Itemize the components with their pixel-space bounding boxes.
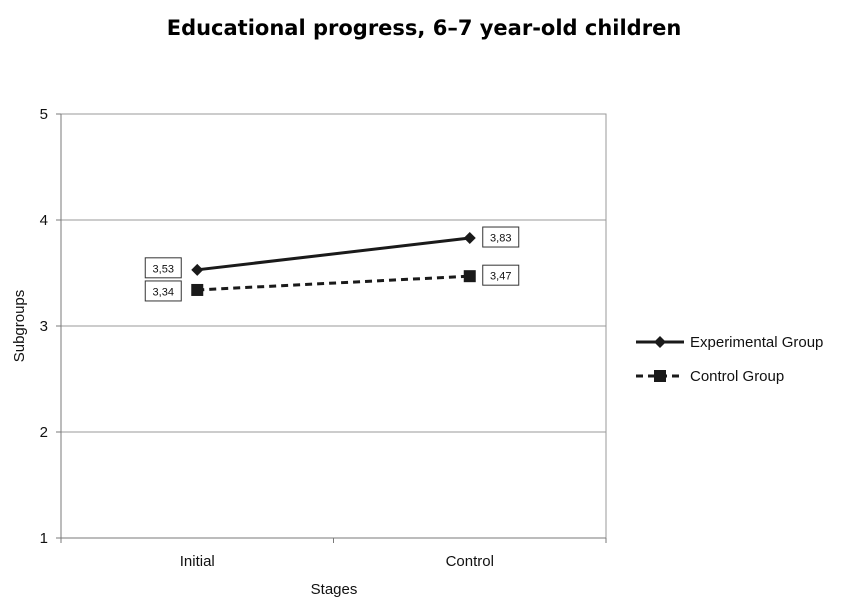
x-tick-label: Control bbox=[446, 553, 494, 570]
data-label-text: 3,47 bbox=[490, 271, 511, 283]
y-axis-label: Subgroups bbox=[11, 290, 28, 363]
legend: Experimental Group Control Group bbox=[636, 334, 823, 385]
data-label-text: 3,53 bbox=[153, 263, 174, 275]
data-label-box bbox=[482, 264, 520, 286]
legend-item-1: Experimental Group bbox=[636, 334, 823, 351]
legend-marker bbox=[654, 370, 666, 382]
y-tick-label: 5 bbox=[40, 106, 48, 123]
legend-marker bbox=[654, 336, 666, 348]
data-label-box bbox=[482, 226, 520, 248]
data-label: 3,34 bbox=[144, 280, 182, 302]
data-label: 3,83 bbox=[482, 226, 520, 248]
legend-label: Control Group bbox=[690, 368, 784, 385]
data-point-marker bbox=[191, 263, 204, 276]
data-point-marker bbox=[191, 283, 204, 296]
gridlines bbox=[61, 219, 606, 433]
data-label: 3,53 bbox=[144, 257, 182, 279]
data-labels: 3,53 3,83 3,34 3,47 bbox=[144, 226, 520, 302]
y-axis-ticks: 1 2 3 4 5 bbox=[40, 106, 48, 547]
y-tick-label: 2 bbox=[40, 424, 48, 441]
data-point-marker bbox=[463, 270, 476, 283]
axes bbox=[56, 113, 607, 543]
y-tick-label: 3 bbox=[40, 318, 48, 335]
data-label-box bbox=[144, 280, 182, 302]
x-axis-ticks: Initial Control bbox=[180, 553, 494, 570]
data-label-box bbox=[144, 257, 182, 279]
data-point-marker bbox=[463, 232, 476, 245]
y-tick-label: 4 bbox=[40, 212, 48, 229]
x-tick-label: Initial bbox=[180, 553, 215, 570]
series-line-2 bbox=[197, 274, 470, 292]
legend-item-2: Control Group bbox=[636, 368, 784, 385]
chart-title: Educational progress, 6–7 year-old child… bbox=[167, 16, 682, 40]
data-label: 3,47 bbox=[482, 264, 520, 286]
legend-label: Experimental Group bbox=[690, 334, 823, 351]
x-axis-label: Stages bbox=[311, 581, 358, 597]
data-label-text: 3,83 bbox=[490, 233, 511, 245]
series-group bbox=[191, 232, 476, 296]
series-line-1 bbox=[197, 236, 470, 272]
y-tick-label: 1 bbox=[40, 530, 48, 547]
data-label-text: 3,34 bbox=[153, 286, 174, 298]
